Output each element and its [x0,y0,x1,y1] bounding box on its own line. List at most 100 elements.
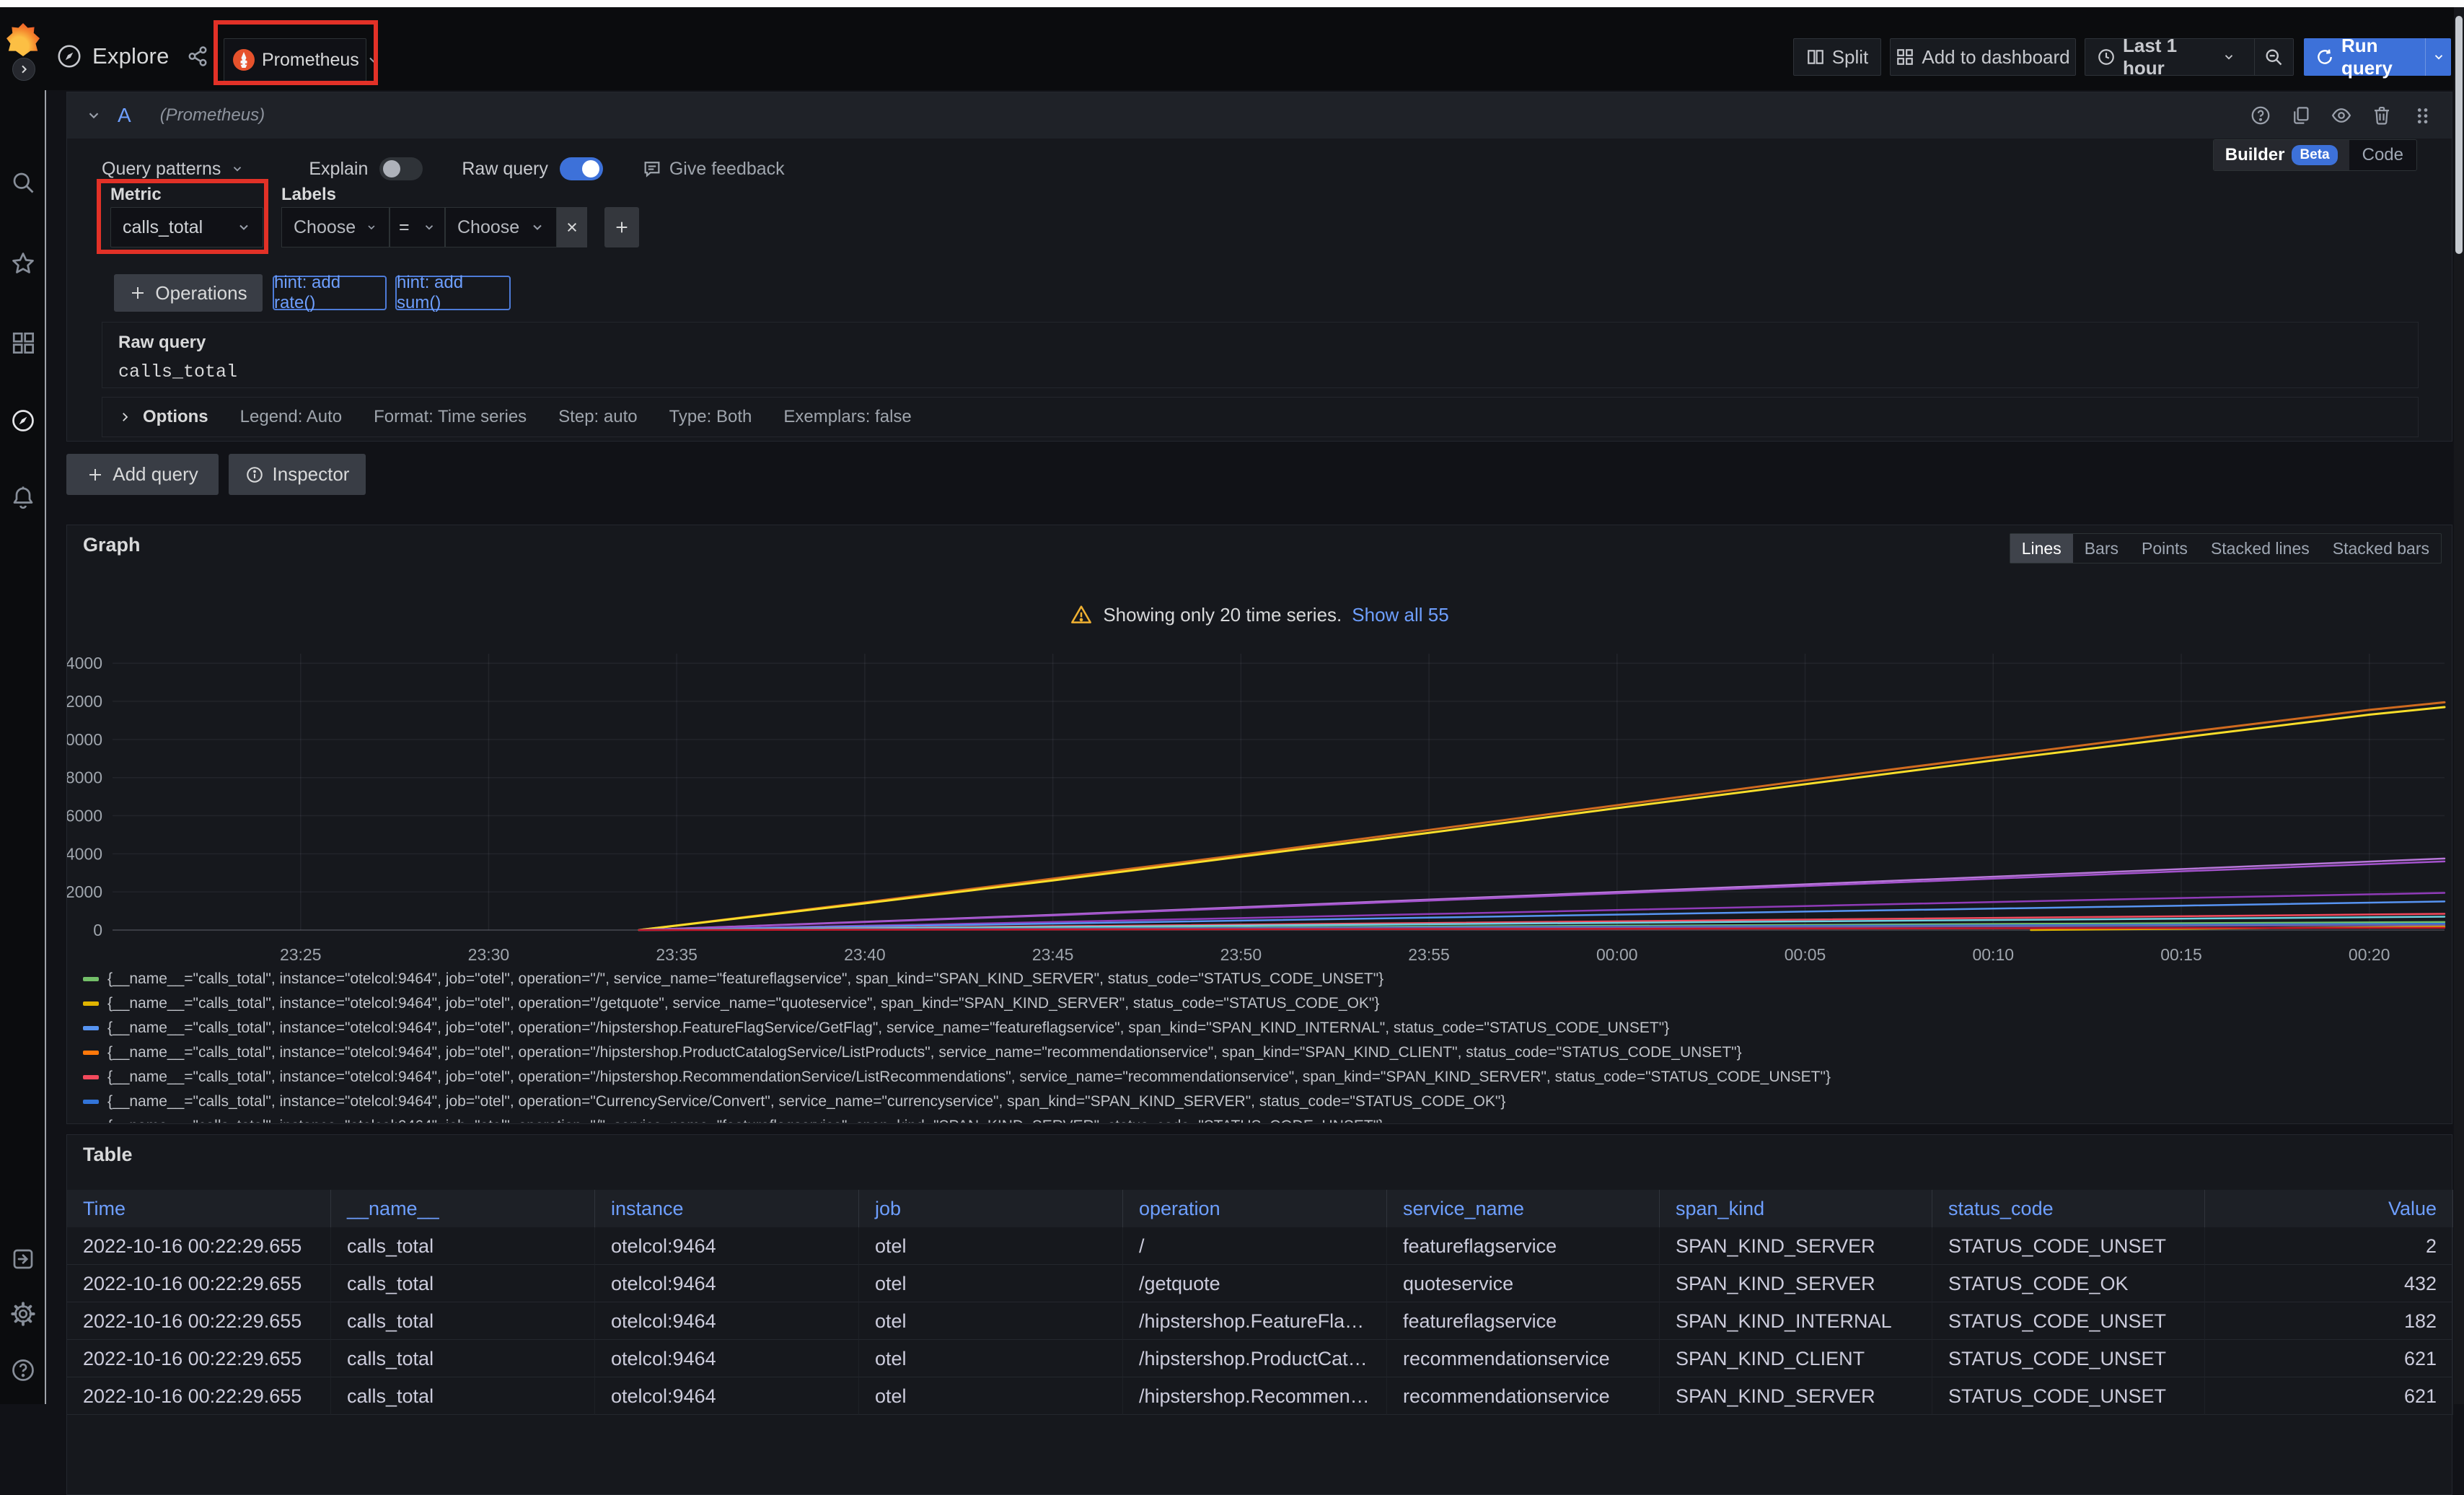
share-icon[interactable] [187,45,208,67]
table-panel-title: Table [83,1144,133,1166]
sign-in-icon[interactable] [10,1246,36,1272]
info-circle-icon [245,465,264,484]
top-white-strip [0,0,2464,7]
query-options-row[interactable]: Options Legend: Auto Format: Time series… [102,397,2419,437]
add-to-dashboard-button[interactable]: Add to dashboard [1890,38,2076,76]
legend-item-5[interactable]: {__name__="calls_total", instance="otelc… [83,1065,2445,1090]
table-header-row: Time__name__instancejoboperationservice_… [67,1190,2452,1227]
query-row-header[interactable]: A (Prometheus) [67,92,2452,139]
label-value-select[interactable]: Choose [445,207,557,247]
time-range-button[interactable]: Last 1 hour [2085,39,2247,75]
column-header-span-kind[interactable]: span_kind [1660,1190,1932,1227]
help-circle-icon[interactable] [2250,105,2271,126]
column-header-time[interactable]: Time [67,1190,331,1227]
explain-toggle[interactable] [379,157,423,180]
explore-icon[interactable] [10,408,36,434]
column-header-operation[interactable]: operation [1123,1190,1387,1227]
column-header-job[interactable]: job [859,1190,1123,1227]
run-query-button[interactable]: Run query [2304,38,2418,76]
collapse-chevron-icon[interactable] [86,108,102,123]
datasource-name: Prometheus [262,50,359,71]
time-range-label: Last 1 hour [2123,35,2215,79]
table-row-2: 2022-10-16 00:22:29.655calls_totalotelco… [67,1265,2452,1302]
x-axis-label: 23:45 [1032,945,1074,964]
cell-operation: / [1123,1227,1387,1265]
raw-query-toggle[interactable] [560,157,603,180]
legend-swatch [83,1100,99,1104]
plus-icon [87,466,104,483]
trash-icon[interactable] [2371,105,2393,126]
datasource-picker[interactable]: Prometheus [224,38,366,82]
help-icon[interactable] [10,1357,36,1383]
column-header-value[interactable]: Value [2205,1190,2453,1227]
grafana-logo[interactable] [6,23,40,56]
legend-item-overflow[interactable]: {__name__="calls_total", instance="otelc… [83,1114,2445,1123]
builder-label: Builder [2225,145,2285,165]
column-header-status-code[interactable]: status_code [1932,1190,2205,1227]
label-operator-select[interactable]: = [390,207,445,247]
metric-select[interactable]: calls_total [110,207,263,247]
left-sidebar [0,90,45,1404]
drag-handle-icon[interactable] [2411,105,2433,126]
legend-item-3[interactable]: {__name__="calls_total", instance="otelc… [83,1016,2445,1040]
run-query-label: Run query [2341,35,2406,79]
raw-query-toggle-label: Raw query [462,159,548,180]
legend-item-1[interactable]: {__name__="calls_total", instance="otelc… [83,967,2445,991]
cell-time: 2022-10-16 00:22:29.655 [67,1302,331,1340]
legend-swatch [83,1051,99,1055]
cell--name-: calls_total [331,1340,595,1377]
column-header-service-name[interactable]: service_name [1387,1190,1660,1227]
hint-add-rate-button[interactable]: hint: add rate() [273,276,387,310]
x-axis-label: 00:15 [2160,945,2202,964]
alerting-bell-icon[interactable] [10,484,36,510]
label-name-select[interactable]: Choose [281,207,390,247]
beta-badge: Beta [2292,145,2337,165]
settings-gear-icon[interactable] [10,1301,36,1327]
star-icon[interactable] [10,250,36,276]
duplicate-icon[interactable] [2290,105,2312,126]
time-series-chart[interactable]: 0200040006000800010000120001400023:2523:… [67,525,2452,965]
search-icon[interactable] [10,170,36,196]
remove-label-button[interactable]: × [557,207,587,247]
legend-item-4[interactable]: {__name__="calls_total", instance="otelc… [83,1040,2445,1065]
cell-value: 182 [2205,1302,2453,1340]
column-header--name-[interactable]: __name__ [331,1190,595,1227]
zoom-out-icon [2263,47,2284,67]
cell-instance: otelcol:9464 [595,1340,859,1377]
builder-mode-tab[interactable]: Builder Beta [2214,140,2349,170]
scrollbar-track[interactable] [2454,7,2464,1404]
query-row-actions [2250,105,2433,126]
eye-icon[interactable] [2331,105,2352,126]
cell-service-name: recommendationservice [1387,1377,1660,1415]
dashboards-icon[interactable] [10,330,36,356]
cell--name-: calls_total [331,1302,595,1340]
label-name-placeholder: Choose [294,217,356,238]
chevron-down-icon [2222,51,2235,63]
scrollbar-thumb[interactable] [2455,16,2463,254]
query-patterns-dropdown[interactable]: Query patterns [102,159,221,180]
operations-button[interactable]: Operations [114,274,263,312]
run-query-split-button: Run query [2304,38,2451,76]
zoom-out-time-button[interactable] [2254,39,2293,75]
column-header-instance[interactable]: instance [595,1190,859,1227]
sidebar-divider [45,90,46,1404]
run-query-dropdown[interactable] [2425,38,2451,76]
code-mode-tab[interactable]: Code [2349,145,2416,165]
add-query-label: Add query [113,463,198,486]
cell-value: 2 [2205,1227,2453,1265]
legend-item-2[interactable]: {__name__="calls_total", instance="otelc… [83,991,2445,1016]
raw-query-value: calls_total [118,361,2402,382]
sidebar-expand-button[interactable] [12,58,35,81]
hint-add-sum-button[interactable]: hint: add sum() [395,276,511,310]
add-label-button[interactable] [604,207,639,247]
options-toggle[interactable]: Options [118,407,208,427]
split-label: Split [1832,46,1869,69]
give-feedback-link[interactable]: Give feedback [669,159,785,180]
inspector-button[interactable]: Inspector [229,454,366,495]
split-button[interactable]: Split [1793,38,1881,76]
option-format: Format: Time series [374,407,527,427]
legend-item-6[interactable]: {__name__="calls_total", instance="otelc… [83,1090,2445,1114]
cell-time: 2022-10-16 00:22:29.655 [67,1377,331,1415]
add-query-button[interactable]: Add query [66,454,219,495]
cell-time: 2022-10-16 00:22:29.655 [67,1340,331,1377]
